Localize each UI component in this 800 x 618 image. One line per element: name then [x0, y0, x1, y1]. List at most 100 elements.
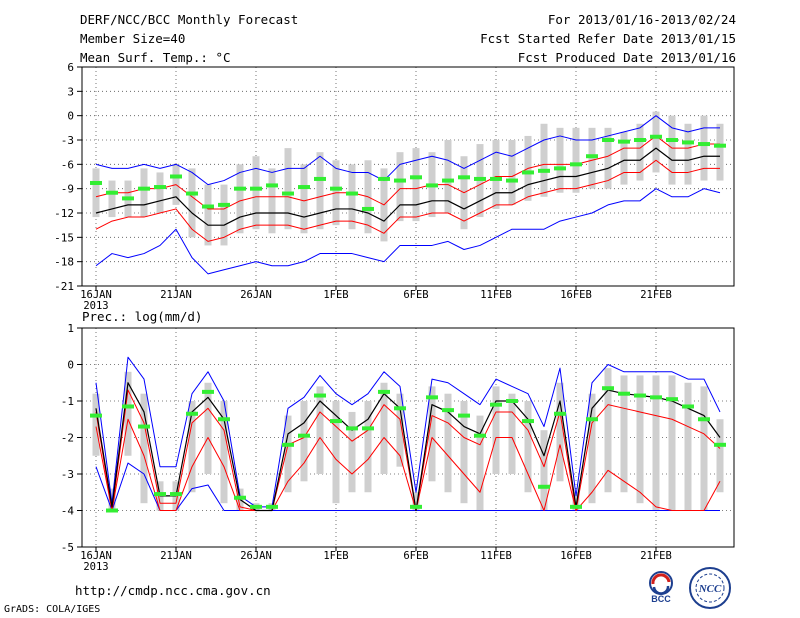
ncc-logo: NCC: [689, 567, 731, 609]
prec-xtick-label: 16FEB: [560, 550, 592, 562]
temp-ensemble-box: [348, 164, 356, 230]
prec-observed-marker: [234, 495, 246, 500]
temp-xtick-label: 16FEB: [560, 289, 592, 301]
temp-observed-marker: [90, 180, 102, 185]
prec-observed-marker: [538, 484, 550, 489]
temp-observed-marker: [298, 185, 310, 190]
temp-ytick-label: -3: [61, 134, 74, 147]
forecast-start-date: Fcst Started Refer Date 2013/01/15: [480, 31, 736, 46]
temp-xtick-label: 16JAN: [80, 289, 112, 301]
prec-ensemble-box: [428, 386, 436, 482]
temp-observed-marker: [426, 183, 438, 188]
temp-xtick-label: 2013: [83, 300, 108, 312]
prec-ensemble-box: [92, 393, 100, 456]
prec-observed-marker: [666, 397, 678, 402]
temp-observed-marker: [314, 176, 326, 181]
temp-observed-marker: [362, 206, 374, 211]
prec-ensemble-box: [188, 401, 196, 493]
prec-observed-marker: [282, 442, 294, 447]
chart-title: DERF/NCC/BCC Monthly Forecast: [80, 12, 299, 27]
prec-observed-marker: [250, 504, 262, 509]
source-url[interactable]: http://cmdp.ncc.cma.gov.cn: [75, 583, 271, 598]
prec-observed-marker: [362, 426, 374, 431]
temp-xtick-label: 1FEB: [323, 289, 348, 301]
temp-observed-marker: [666, 138, 678, 142]
temp-upper-line: [95, 135, 720, 210]
temp-ensemble-box: [492, 140, 500, 209]
temp-observed-marker: [618, 139, 630, 144]
prec-observed-marker: [138, 424, 150, 429]
temp-ensemble-box: [620, 131, 628, 185]
temp-ytick-label: 3: [67, 85, 74, 98]
prec-ensemble-box: [668, 375, 676, 511]
temp-observed-marker: [378, 176, 390, 181]
temp-xtick-label: 26JAN: [240, 289, 272, 301]
prec-observed-marker: [554, 411, 566, 416]
temp-xtick-label: 6FEB: [403, 289, 428, 301]
temp-min-line: [95, 188, 721, 275]
temp-observed-marker: [266, 183, 278, 188]
temp-ytick-label: -12: [54, 207, 74, 220]
temp-observed-marker: [506, 178, 518, 183]
temp-observed-marker: [474, 176, 486, 181]
temp-ensemble-box: [156, 172, 164, 213]
temp-ensemble-box: [652, 111, 660, 173]
temp-observed-marker: [538, 168, 550, 173]
prec-ensemble-box: [476, 415, 484, 511]
temp-ytick-label: -6: [61, 158, 74, 171]
prec-ensemble-box: [684, 382, 692, 511]
temp-ytick-label: -9: [61, 183, 74, 196]
temp-ensemble-box: [636, 123, 644, 181]
temp-observed-marker: [122, 196, 134, 201]
prec-xtick-label: 2013: [83, 561, 108, 573]
prec-observed-marker: [346, 426, 358, 431]
member-size-label: Member Size=40: [80, 31, 186, 46]
prec-observed-marker: [506, 399, 518, 403]
prec-observed-marker: [586, 417, 598, 422]
temp-ensemble-box: [508, 140, 516, 205]
temp-observed-marker: [570, 162, 582, 167]
prec-observed-marker: [394, 406, 406, 411]
prec-observed-marker: [634, 393, 646, 398]
prec-xtick-label: 26JAN: [240, 550, 272, 562]
prec-xtick-label: 6FEB: [403, 550, 428, 562]
temp-observed-marker: [714, 143, 726, 148]
prec-ensemble-box: [380, 382, 388, 474]
prec-ensemble-box: [396, 393, 404, 467]
ncc-logo-text: NCC: [698, 583, 722, 595]
temp-observed-marker: [202, 204, 214, 209]
prec-xtick-label: 16JAN: [80, 550, 112, 562]
temp-ensemble-box: [252, 156, 260, 230]
prec-ensemble-box: [348, 411, 356, 493]
prec-ensemble-box: [124, 371, 132, 456]
prec-upper-line: [95, 389, 721, 511]
prec-observed-marker: [426, 395, 438, 400]
prec-observed-marker: [170, 492, 182, 497]
temp-observed-marker: [698, 142, 710, 147]
prec-xtick-label: 1FEB: [323, 550, 348, 562]
temp-ensemble-box: [204, 184, 212, 246]
prec-ensemble-box: [364, 401, 372, 493]
prec-observed-marker: [154, 492, 166, 497]
prec-ensemble-box: [332, 401, 340, 504]
prec-observed-marker: [410, 504, 422, 509]
temp-ensemble-box: [716, 123, 724, 181]
prec-ytick-label: -5: [61, 541, 74, 554]
temp-lower-line: [95, 159, 720, 242]
temp-ensemble-box: [316, 152, 324, 230]
temp-ensemble-box: [268, 168, 276, 234]
prec-ensemble-box: [588, 393, 596, 504]
prec-xtick-label: 11FEB: [480, 550, 512, 562]
temp-observed-marker: [458, 175, 470, 180]
temp-observed-marker: [650, 134, 662, 139]
temp-xtick-label: 21FEB: [640, 289, 672, 301]
forecast-period: For 2013/01/16-2013/02/24: [547, 12, 736, 27]
temp-max-line: [95, 115, 720, 186]
prec-observed-marker: [90, 413, 102, 418]
temp-observed-marker: [154, 185, 166, 190]
temp-ensemble-box: [700, 115, 708, 181]
prec-ensemble-box: [620, 375, 628, 493]
prec-observed-marker: [650, 395, 662, 400]
prec-observed-marker: [314, 393, 326, 398]
